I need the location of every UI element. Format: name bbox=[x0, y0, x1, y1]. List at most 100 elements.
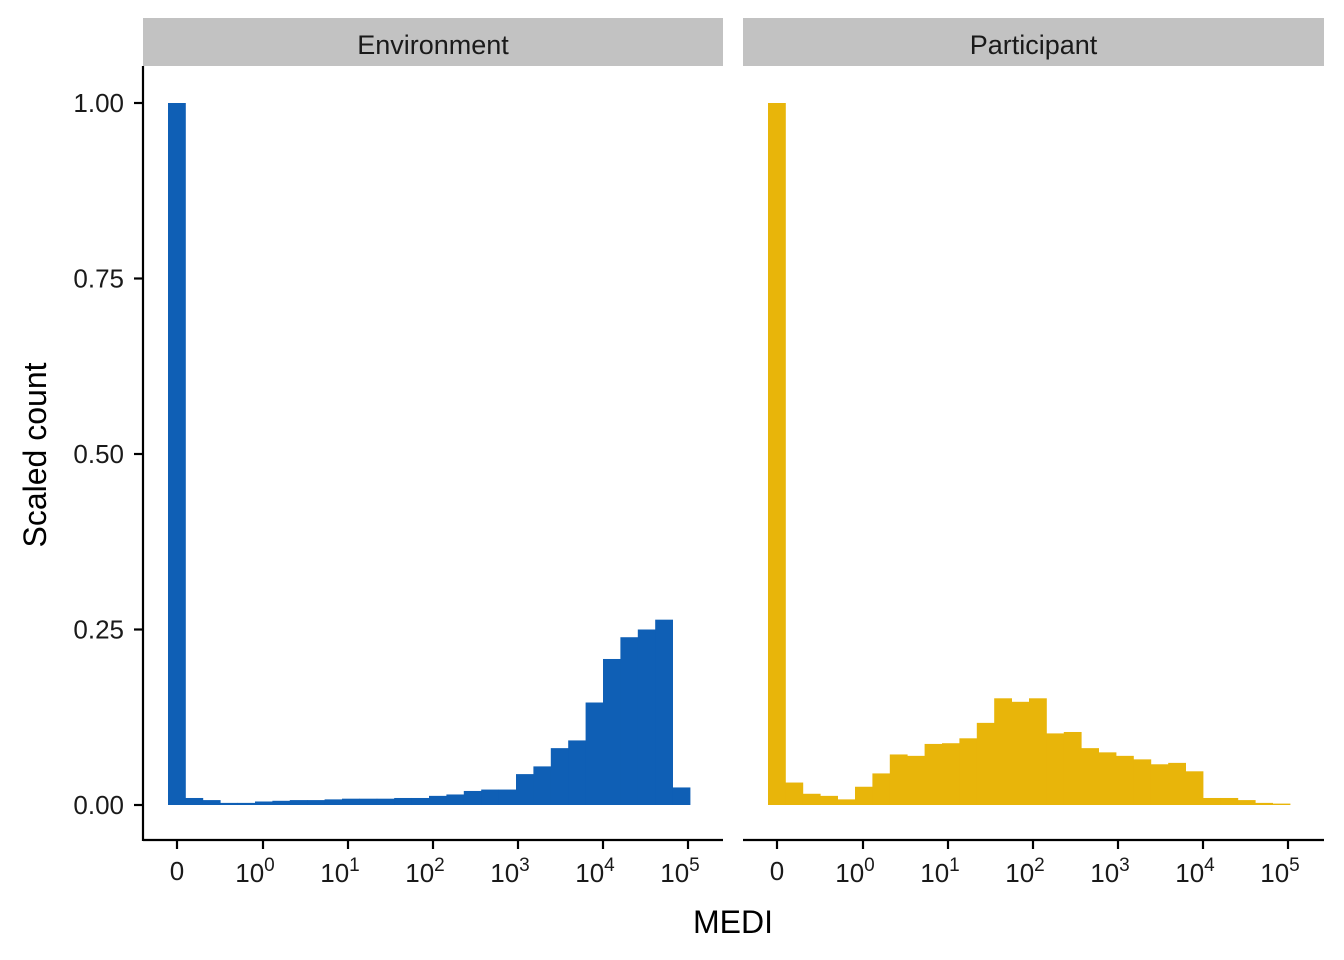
x-tick-base: 10 bbox=[235, 858, 264, 888]
histogram-bar bbox=[785, 782, 804, 805]
x-tick-exponent: 1 bbox=[949, 855, 960, 876]
y-tick-label: 0.25 bbox=[73, 615, 124, 645]
x-tick-label: 101 bbox=[320, 855, 360, 888]
x-tick-base: 10 bbox=[1260, 858, 1289, 888]
histogram-bar bbox=[324, 799, 343, 805]
x-tick-exponent: 2 bbox=[1034, 855, 1045, 876]
x-tick-exponent: 0 bbox=[864, 855, 875, 876]
x-tick-exponent: 4 bbox=[1204, 855, 1215, 876]
x-tick-label: 100 bbox=[835, 855, 875, 888]
y-axis: 0.00 0.25 0.50 0.75 1.00 bbox=[73, 66, 145, 841]
histogram-bar bbox=[446, 794, 465, 805]
x-tick-label: 104 bbox=[575, 855, 615, 888]
x-tick-label: 102 bbox=[1005, 855, 1045, 888]
histogram-bar bbox=[202, 800, 221, 805]
histogram-bar bbox=[185, 797, 204, 805]
histogram-bar bbox=[498, 789, 517, 805]
histogram-bar bbox=[907, 755, 925, 805]
histogram-bar bbox=[959, 738, 978, 805]
histogram-bar bbox=[342, 798, 360, 805]
facet-strip bbox=[743, 18, 1324, 66]
histogram-bar bbox=[889, 754, 908, 805]
x-tick-label: 104 bbox=[1175, 855, 1215, 888]
x-tick-base: 10 bbox=[490, 858, 519, 888]
x-tick-exponent: 0 bbox=[264, 855, 275, 876]
histogram-bar bbox=[837, 799, 856, 805]
histogram-bar bbox=[1116, 755, 1134, 805]
x-tick-exponent: 5 bbox=[1289, 855, 1300, 876]
histogram-bar bbox=[394, 797, 412, 805]
histogram-bar bbox=[568, 740, 586, 805]
y-tick-label: 0.00 bbox=[73, 790, 124, 820]
histogram-bar bbox=[359, 798, 378, 805]
x-tick-label: 101 bbox=[920, 855, 960, 888]
histogram-bar bbox=[924, 743, 943, 805]
histogram-bar bbox=[855, 786, 873, 805]
x-tick-label: 105 bbox=[660, 855, 700, 888]
histogram-bar bbox=[272, 800, 291, 805]
x-tick-label: 103 bbox=[490, 855, 530, 888]
x-tick-base: 10 bbox=[1005, 858, 1034, 888]
histogram-bar bbox=[376, 798, 395, 805]
x-tick-base: 10 bbox=[405, 858, 434, 888]
histogram-bar bbox=[1168, 762, 1186, 805]
y-axis-title: Scaled count bbox=[17, 362, 53, 547]
histogram-bar bbox=[481, 789, 499, 805]
histogram-bar bbox=[1203, 797, 1221, 805]
histogram-bar bbox=[429, 795, 447, 805]
histogram-bar bbox=[516, 774, 534, 805]
histogram-bar bbox=[1220, 797, 1239, 805]
x-tick-exponent: 1 bbox=[349, 855, 360, 876]
y-tick-label: 0.50 bbox=[73, 439, 124, 469]
histogram-bar bbox=[976, 722, 995, 805]
x-tick-base: 10 bbox=[320, 858, 349, 888]
histogram-bar bbox=[585, 702, 604, 805]
x-tick-label: 105 bbox=[1260, 855, 1300, 888]
histogram-bar bbox=[802, 793, 821, 805]
histogram-bar bbox=[1150, 764, 1169, 805]
x-tick-label: 0 bbox=[170, 856, 184, 886]
histogram-bar bbox=[220, 802, 238, 805]
x-axis-title: MEDI bbox=[693, 904, 773, 940]
x-tick-exponent: 4 bbox=[604, 855, 615, 876]
histogram-bar bbox=[463, 790, 482, 805]
x-tick-exponent: 3 bbox=[519, 855, 530, 876]
histogram-bar bbox=[1255, 802, 1273, 805]
histogram-bar bbox=[1098, 752, 1117, 805]
histogram-bar bbox=[1063, 731, 1082, 805]
histogram-bar bbox=[655, 619, 673, 805]
histogram-bar bbox=[942, 743, 960, 805]
x-tick-base: 10 bbox=[660, 858, 689, 888]
histogram-bar bbox=[237, 802, 256, 805]
histogram-bar bbox=[550, 748, 569, 805]
histogram-bar bbox=[620, 637, 639, 805]
histogram-bar bbox=[168, 103, 186, 805]
x-tick-label: 100 bbox=[235, 855, 275, 888]
x-tick-base: 10 bbox=[575, 858, 604, 888]
histogram-bar bbox=[533, 766, 552, 805]
x-tick-exponent: 5 bbox=[689, 855, 700, 876]
histogram-bar bbox=[1029, 698, 1047, 805]
x-tick-base: 10 bbox=[920, 858, 949, 888]
facet-strip bbox=[143, 18, 723, 66]
histogram-bar bbox=[307, 800, 325, 805]
facet-strip-label: Participant bbox=[970, 30, 1098, 60]
x-tick-exponent: 3 bbox=[1119, 855, 1130, 876]
x-tick-exponent: 2 bbox=[434, 855, 445, 876]
y-tick-label: 1.00 bbox=[73, 88, 124, 118]
histogram-bar bbox=[411, 797, 430, 805]
histogram-bar bbox=[255, 801, 273, 805]
histogram-bar bbox=[1081, 748, 1099, 805]
x-tick-label: 103 bbox=[1090, 855, 1130, 888]
histogram-bar bbox=[1011, 701, 1030, 805]
histogram-bar bbox=[1272, 803, 1291, 805]
y-tick-label: 0.75 bbox=[73, 264, 124, 294]
x-tick-label: 0 bbox=[770, 856, 784, 886]
histogram-bar bbox=[1237, 800, 1256, 805]
histogram-bar bbox=[820, 795, 838, 805]
histogram-bar bbox=[768, 103, 786, 805]
x-tick-base: 10 bbox=[835, 858, 864, 888]
